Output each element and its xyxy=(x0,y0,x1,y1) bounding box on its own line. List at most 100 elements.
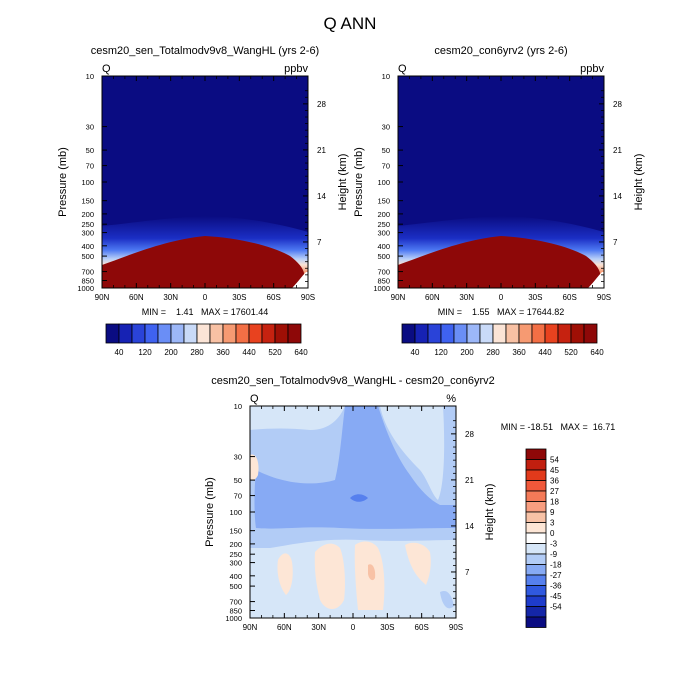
panel-b-x-tick-label: 60N xyxy=(425,293,440,302)
panel-c-colorbar-box xyxy=(525,522,547,534)
panel-c-colorbar-box xyxy=(525,501,547,513)
panel-c-colorbar-box xyxy=(525,532,547,544)
panel-b-colorbar-box xyxy=(479,323,494,344)
panel-c-y-tick-label: 250 xyxy=(229,550,242,559)
panel-a-min-max: MIN = 1.41 MAX = 17601.44 xyxy=(142,307,269,317)
panel-c-colorbar-box xyxy=(525,564,547,576)
panel-a-x-tick-label: 90S xyxy=(301,293,315,302)
panel-b-y-tick-label: 30 xyxy=(382,123,390,132)
panel-a-height-tick-label: 7 xyxy=(317,238,322,247)
panel-b-colorbar-label: 440 xyxy=(538,348,552,357)
panel-b-y-tick-label: 250 xyxy=(377,220,390,229)
panel-b-height-tick-label: 28 xyxy=(613,100,622,109)
panel-b-colorbar-label: 360 xyxy=(512,348,526,357)
panel-b-height-tick-label: 7 xyxy=(613,238,618,247)
panel-c-min-max: MIN = -18.51 MAX = 16.71 xyxy=(501,422,616,432)
panel-b-ylabel-right: Height (km) xyxy=(633,154,645,211)
panel-c-corner-left: Q xyxy=(250,393,259,405)
panel-c-colorbar-box xyxy=(525,469,547,481)
panel-a-colorbar-label: 520 xyxy=(268,348,282,357)
panel-c-region-plus3-a xyxy=(314,543,345,609)
panel-a-colorbar-box xyxy=(118,323,133,344)
panel-c-region-minus18 xyxy=(350,494,368,502)
panel-a-y-tick-label: 850 xyxy=(81,277,94,286)
panel-a: cesm20_sen_Totalmodv9v8_WangHL (yrs 2-6)… xyxy=(57,45,349,357)
panel-a-y-tick-label: 250 xyxy=(81,220,94,229)
panel-c-y-tick-label: 700 xyxy=(229,598,242,607)
panel-c-colorbar-box xyxy=(525,606,547,618)
panel-c-colorbar-label: -9 xyxy=(550,550,558,559)
figure-title: Q ANN xyxy=(324,14,377,33)
panel-b-y-tick-label: 10 xyxy=(382,72,390,81)
panel-c-colorbar-label: -45 xyxy=(550,592,562,601)
panel-c-y-tick-label: 850 xyxy=(229,607,242,616)
panel-c-colorbar-box xyxy=(525,511,547,523)
panel-b-x-tick-label: 90N xyxy=(391,293,406,302)
panel-b-colorbar-label: 640 xyxy=(590,348,604,357)
panel-c-colorbar-box xyxy=(525,574,547,586)
panel-a-colorbar-box xyxy=(196,323,211,344)
panel-a-colorbar-label: 40 xyxy=(115,348,124,357)
panel-c-corner-right: % xyxy=(446,393,456,405)
panel-b-y-tick-label: 70 xyxy=(382,162,390,171)
panel-b-colorbar-box xyxy=(505,323,520,344)
panel-c-colorbar-label: 18 xyxy=(550,498,559,507)
panel-c-axes: 90N 60N 30N 0 30S 60S 90S 10 30 50 70 100 150 2002503… xyxy=(225,402,474,632)
panel-a-colorbar-box xyxy=(144,323,159,344)
panel-b-min-max: MIN = 1.55 MAX = 17644.82 xyxy=(438,307,565,317)
panel-b-y-tick-label: 700 xyxy=(377,268,390,277)
panel-a-colorbar: 40 120 200 280 360 440 520 640 xyxy=(105,323,308,357)
panel-c-y-tick-label: 1000 xyxy=(225,614,242,623)
panel-b-high-values xyxy=(398,236,600,288)
panel-b-y-tick-label: 50 xyxy=(382,146,390,155)
panel-b-title: cesm20_con6yrv2 (yrs 2-6) xyxy=(434,45,567,57)
panel-b-ylabel: Pressure (mb) xyxy=(353,147,365,217)
panel-a-y-tick-label: 30 xyxy=(86,123,94,132)
panel-b-colorbar-box xyxy=(583,323,598,344)
panel-a-colorbar-label: 440 xyxy=(242,348,256,357)
panel-c-ylabel-right: Height (km) xyxy=(484,484,496,541)
panel-c-colorbar-box xyxy=(525,480,547,492)
panel-c-height-tick-label: 21 xyxy=(465,476,474,485)
panel-c-y-tick-label: 300 xyxy=(229,559,242,568)
panel-a-x-tick-label: 30S xyxy=(232,293,246,302)
panel-b-y-tick-label: 1000 xyxy=(373,284,390,293)
panel-c-colorbar-label: 45 xyxy=(550,466,559,475)
panel-a-y-tick-label: 50 xyxy=(86,146,94,155)
panel-a-colorbar-box xyxy=(235,323,250,344)
panel-c-x-tick-label: 60N xyxy=(277,623,292,632)
panel-a-y-tick-label: 100 xyxy=(81,178,94,187)
panel-c-x-tick-label: 60S xyxy=(415,623,429,632)
panel-a-axes: 90N 60N 30N 0 30S 60S 90S 10 30 50 70 100 150 2002503… xyxy=(77,72,326,302)
panel-b-colorbar-box xyxy=(427,323,442,344)
panel-b-colorbar-box xyxy=(518,323,533,344)
panel-b-corner-left: Q xyxy=(398,63,407,75)
panel-c-colorbar-label: 54 xyxy=(550,456,559,465)
panel-c-colorbar-label: 36 xyxy=(550,477,559,486)
panel-a-colorbar-box xyxy=(105,323,120,344)
panel-c-x-tick-label: 0 xyxy=(351,623,356,632)
panel-b-orography xyxy=(588,272,604,288)
panel-c-title: cesm20_sen_Totalmodv9v8_WangHL - cesm20_… xyxy=(211,375,495,387)
panel-a-orography xyxy=(292,272,308,288)
panel-b: cesm20_con6yrv2 (yrs 2-6) Q ppbv Pressur… xyxy=(353,45,645,357)
panel-a-colorbar-label: 280 xyxy=(190,348,204,357)
panel-c-plot-area xyxy=(250,406,456,618)
panel-b-colorbar-box xyxy=(440,323,455,344)
panel-b-y-tick-label: 500 xyxy=(377,252,390,261)
panel-b-colorbar-box xyxy=(570,323,585,344)
panel-c-colorbar-box xyxy=(525,616,547,628)
panel-a-y-tick-label: 150 xyxy=(81,197,94,206)
panel-b-colorbar-box xyxy=(466,323,481,344)
panel-c-height-tick-label: 7 xyxy=(465,568,470,577)
panel-b-y-tick-label: 850 xyxy=(377,277,390,286)
panel-a-y-tick-label: 700 xyxy=(81,268,94,277)
panel-c-x-tick-label: 90N xyxy=(243,623,258,632)
panel-b-y-tick-label: 100 xyxy=(377,178,390,187)
panel-a-colorbar-box xyxy=(287,323,302,344)
panel-b-x-tick-label: 30N xyxy=(459,293,474,302)
panel-b-colorbar-box xyxy=(401,323,416,344)
panel-c-y-tick-label: 400 xyxy=(229,572,242,581)
panel-a-colorbar-box xyxy=(183,323,198,344)
panel-b-colorbar-label: 200 xyxy=(460,348,474,357)
